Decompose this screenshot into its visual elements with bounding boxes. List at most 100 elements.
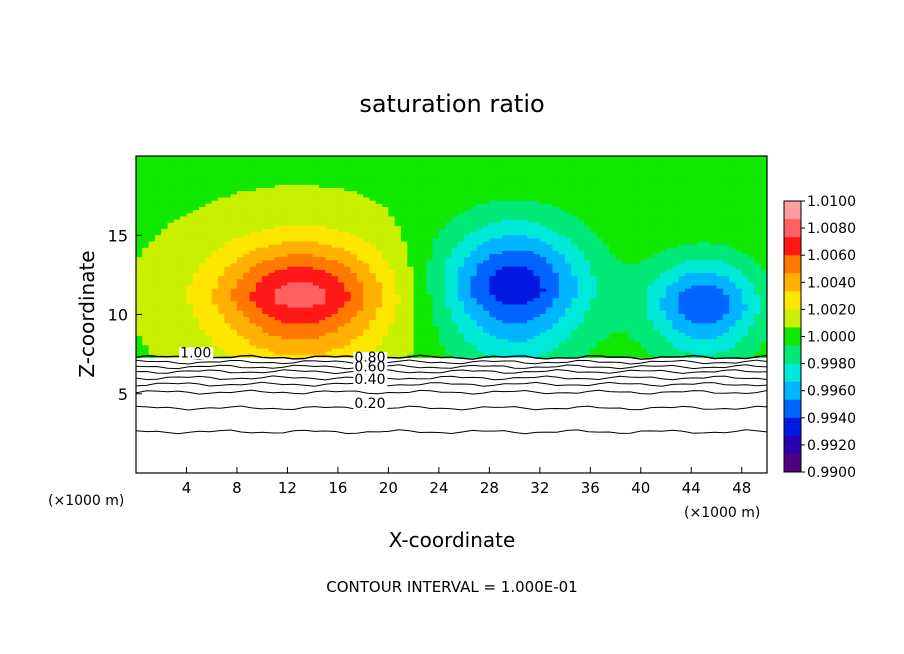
field-cell xyxy=(325,319,333,324)
field-cell xyxy=(350,159,358,163)
field-cell xyxy=(520,222,528,226)
field-cell xyxy=(546,259,554,264)
field-cell xyxy=(552,344,560,349)
field-cell xyxy=(369,316,377,321)
field-cell xyxy=(325,244,333,248)
field-cell xyxy=(552,206,560,211)
field-cell xyxy=(584,187,591,192)
field-cell xyxy=(318,190,326,195)
field-cell xyxy=(262,325,270,330)
field-cell xyxy=(438,206,446,211)
field-cell xyxy=(249,259,257,264)
field-cell xyxy=(426,162,434,167)
field-cell xyxy=(527,316,535,321)
field-cell xyxy=(413,215,421,220)
field-cell xyxy=(236,181,244,185)
field-cell xyxy=(419,259,427,264)
field-cell xyxy=(224,168,232,173)
field-cell xyxy=(154,215,162,220)
field-cell xyxy=(306,306,314,311)
field-cell xyxy=(615,237,623,242)
field-cell xyxy=(306,203,314,207)
field-cell xyxy=(394,159,402,163)
field-cell xyxy=(596,316,604,321)
field-cell xyxy=(602,328,610,333)
field-cell xyxy=(262,162,270,167)
field-cell xyxy=(438,234,446,239)
field-cell xyxy=(596,253,604,258)
field-cell xyxy=(508,328,516,333)
field-cell xyxy=(514,288,522,292)
field-cell xyxy=(136,310,143,314)
field-cell xyxy=(167,347,175,352)
field-cell xyxy=(388,184,396,189)
field-cell xyxy=(483,187,490,192)
field-cell xyxy=(445,319,453,324)
field-cell xyxy=(306,184,314,189)
field-cell xyxy=(533,300,541,305)
field-cell xyxy=(375,196,383,201)
field-cell xyxy=(154,234,162,239)
field-cell xyxy=(218,294,225,299)
field-cell xyxy=(571,300,579,305)
field-cell xyxy=(388,344,396,349)
field-cell xyxy=(451,206,459,211)
field-cell xyxy=(274,354,282,358)
field-cell xyxy=(546,244,554,248)
field-cell xyxy=(375,253,383,258)
field-cell xyxy=(419,319,427,324)
field-cell xyxy=(180,310,188,314)
field-cell xyxy=(426,174,434,179)
field-cell xyxy=(401,278,408,283)
field-cell xyxy=(501,162,509,167)
field-cell xyxy=(590,171,598,176)
field-cell xyxy=(432,178,440,182)
field-cell xyxy=(192,284,200,289)
field-cell xyxy=(142,190,150,195)
field-cell xyxy=(318,171,326,176)
field-cell xyxy=(161,347,169,352)
field-cell xyxy=(249,187,257,192)
field-cell xyxy=(356,294,364,299)
field-cell xyxy=(438,303,446,308)
field-cell xyxy=(382,332,389,336)
field-cell xyxy=(495,316,503,321)
field-cell xyxy=(394,335,402,340)
field-cell xyxy=(520,332,528,336)
field-cell xyxy=(571,156,579,160)
field-cell xyxy=(552,297,560,302)
field-cell xyxy=(262,225,270,229)
field-cell xyxy=(501,250,509,255)
field-cell xyxy=(300,190,307,195)
field-cell xyxy=(419,306,427,311)
field-cell xyxy=(426,297,434,302)
field-cell xyxy=(154,209,162,214)
field-cell xyxy=(255,156,263,160)
field-cell xyxy=(142,253,150,258)
field-cell xyxy=(407,234,415,239)
field-cell xyxy=(584,294,591,299)
field-cell xyxy=(621,275,629,280)
field-cell xyxy=(148,178,156,182)
field-cell xyxy=(451,351,459,355)
field-cell xyxy=(476,303,484,308)
field-cell xyxy=(186,316,194,321)
field-cell xyxy=(602,162,610,167)
field-cell xyxy=(154,284,162,289)
field-cell xyxy=(344,266,352,270)
field-cell xyxy=(508,178,516,182)
field-cell xyxy=(356,266,364,270)
field-cell xyxy=(413,262,421,267)
field-cell xyxy=(565,259,572,264)
field-cell xyxy=(571,288,579,292)
field-cell xyxy=(470,212,478,217)
field-cell xyxy=(413,237,421,242)
field-cell xyxy=(211,237,219,242)
field-cell xyxy=(369,335,377,340)
field-cell xyxy=(255,240,263,245)
field-cell xyxy=(363,328,371,333)
field-cell xyxy=(331,338,339,343)
field-cell xyxy=(136,244,143,248)
field-cell xyxy=(211,354,219,358)
field-cell xyxy=(577,228,585,233)
